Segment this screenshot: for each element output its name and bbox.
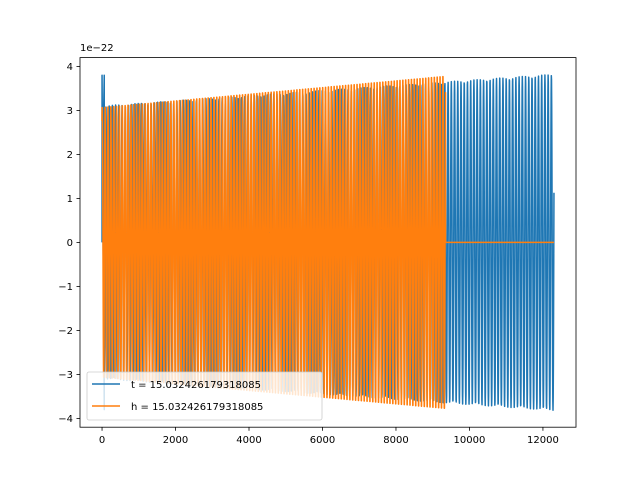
y-tick-label: −4 <box>58 414 73 425</box>
x-tick-label: 2000 <box>163 435 188 446</box>
x-tick-label: 6000 <box>310 435 335 446</box>
legend-label-h: h = 15.032426179318085 <box>131 402 263 413</box>
y-tick-label: 2 <box>67 150 73 161</box>
y-tick-label: 4 <box>67 62 73 73</box>
x-tick-label: 10000 <box>454 435 486 446</box>
plot-lines <box>101 74 555 412</box>
y-tick-label: 1 <box>67 194 73 205</box>
y-tick-label: 0 <box>67 238 73 249</box>
x-tick-label: 0 <box>99 435 105 446</box>
legend-box <box>86 371 323 421</box>
x-axis-ticks: 0 2000 4000 6000 8000 10000 12000 <box>99 427 559 446</box>
y-offset-label: 1e−22 <box>80 43 114 54</box>
y-tick-label: −1 <box>58 282 73 293</box>
x-tick-label: 4000 <box>236 435 261 446</box>
y-tick-label: −3 <box>58 370 73 381</box>
x-tick-label: 12000 <box>527 435 559 446</box>
y-axis-ticks: −4 −3 −2 −1 0 1 2 3 4 <box>58 62 80 425</box>
y-tick-label: 3 <box>67 106 73 117</box>
legend: t = 15.032426179318085 h = 15.0324261793… <box>86 371 323 421</box>
y-tick-label: −2 <box>58 326 73 337</box>
x-tick-label: 8000 <box>383 435 408 446</box>
legend-label-t: t = 15.032426179318085 <box>131 380 261 391</box>
series-line-h <box>101 75 554 410</box>
